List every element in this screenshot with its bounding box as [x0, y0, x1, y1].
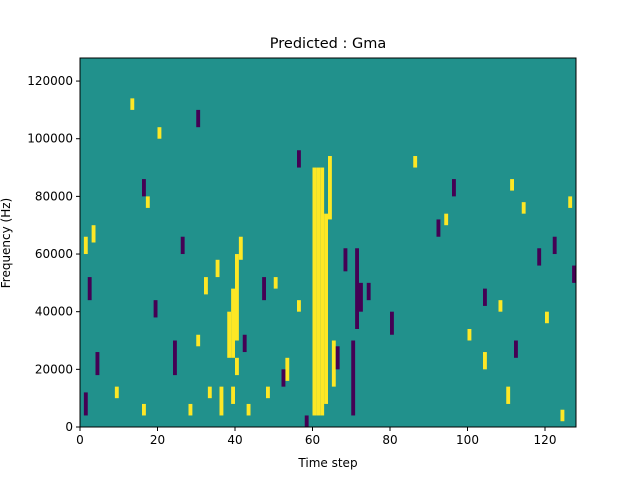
heatmap-cell-low: [552, 236, 557, 255]
heatmap-cell-high: [320, 167, 325, 416]
heatmap-cell-low: [514, 340, 518, 358]
heatmap-cell-low: [335, 346, 340, 370]
heatmap-cell-high: [231, 386, 235, 404]
heatmap-cell-high: [235, 357, 239, 376]
heatmap-cell-high: [285, 357, 290, 381]
heatmap-cell-low: [173, 340, 177, 376]
heatmap-cell-low: [196, 109, 201, 128]
x-tick-label: 80: [382, 433, 397, 447]
heatmap-cell-low: [95, 352, 100, 376]
x-tick-label: 40: [227, 433, 242, 447]
x-tick-label: 0: [76, 433, 84, 447]
plot-frame: [79, 57, 577, 428]
heatmap-cell-high: [510, 179, 514, 191]
heatmap-cells: [83, 98, 576, 427]
heatmap-cell-low: [452, 179, 456, 197]
heatmap-cell-low: [297, 150, 301, 168]
heatmap-cell-high: [297, 300, 301, 312]
heatmap-cell-high: [324, 213, 328, 404]
heatmap-cell-low: [180, 236, 185, 255]
x-tick-label: 100: [456, 433, 479, 447]
heatmap-cell-low: [351, 340, 356, 416]
heatmap-cell-low: [262, 277, 266, 301]
heatmap-cell-high: [273, 277, 278, 289]
heatmap-cell-high: [521, 202, 526, 214]
y-axis-label: Frequency (Hz): [0, 198, 13, 289]
x-tick-label: 120: [534, 433, 557, 447]
x-tick-label: 20: [150, 433, 165, 447]
heatmap-cell-high: [545, 311, 549, 324]
heatmap-cell-high: [188, 403, 193, 416]
heatmap-cell-low: [142, 179, 146, 197]
y-tick-label: 80000: [35, 189, 73, 203]
heatmap-cell-low: [572, 265, 576, 283]
y-tick-label: 0: [65, 420, 73, 434]
heatmap-cell-low: [366, 282, 371, 301]
heatmap-cell-high: [506, 386, 511, 404]
x-tick-label: 60: [305, 433, 320, 447]
heatmap-cell-low: [153, 300, 158, 318]
heatmap-cell-high: [83, 236, 88, 255]
heatmap-cell-high: [312, 167, 317, 416]
heatmap-cell-high: [204, 277, 208, 295]
heatmap-cell-high: [142, 403, 146, 416]
x-axis-ticks: 0 20 40 60 80 100 120: [76, 427, 556, 447]
y-tick-label: 60000: [35, 247, 73, 261]
heatmap-cell-low: [304, 415, 309, 427]
heatmap-cell-low: [83, 392, 88, 416]
x-axis-label: Time step: [297, 456, 357, 470]
heatmap-cell-high: [238, 236, 243, 260]
heatmap-cell-high: [227, 311, 232, 358]
heatmap-cell-low: [242, 334, 247, 353]
heatmap-cell-high: [145, 196, 150, 208]
heatmap-cell-high: [498, 300, 503, 312]
heatmap-cell-low: [436, 219, 441, 237]
y-tick-label: 100000: [27, 132, 73, 146]
heatmap-cell-high: [91, 225, 96, 243]
heatmap-cell-high: [207, 386, 212, 399]
heatmap-cell-low: [87, 277, 92, 301]
heatmap-cell-low: [390, 311, 394, 335]
axes-frame: [79, 57, 577, 428]
heatmap-cell-low: [343, 248, 348, 272]
heatmap-cell-high: [231, 288, 235, 358]
heatmap-cell-low: [355, 248, 359, 329]
heatmap-cell-high: [157, 127, 162, 139]
chart-title: Predicted : Gma: [270, 36, 386, 52]
heatmap-cell-high: [467, 328, 472, 341]
y-tick-label: 40000: [35, 305, 73, 319]
heatmap-cell-low: [281, 369, 286, 387]
heatmap-cell-high: [215, 259, 220, 278]
heatmap-cell-high: [568, 196, 573, 208]
heatmap-cell-high: [444, 213, 449, 226]
heatmap-cell-high: [331, 340, 336, 387]
heatmap-cell-high: [483, 352, 487, 370]
heatmap-cell-high: [219, 386, 224, 416]
heatmap-cell-high: [413, 156, 418, 168]
heatmap-cell-high: [560, 409, 565, 422]
heatmap-cell-high: [130, 98, 135, 110]
heatmap-cell-high: [114, 386, 119, 399]
y-tick-label: 20000: [35, 362, 73, 376]
heatmap-cell-low: [483, 288, 487, 306]
heatmap-cell-high: [328, 156, 332, 220]
heatmap-cell-high: [196, 334, 201, 347]
heatmap-cell-low: [537, 248, 542, 266]
heatmap-cell-high: [266, 386, 270, 399]
y-axis-ticks: 0 20000 40000 60000 80000 100000 120000: [27, 74, 80, 434]
heatmap-cell-high: [316, 167, 321, 416]
heatmap-cell-high: [235, 254, 239, 341]
y-tick-label: 120000: [27, 74, 73, 88]
heatmap-cell-high: [246, 403, 251, 416]
heatmap-cell-low: [359, 282, 363, 312]
